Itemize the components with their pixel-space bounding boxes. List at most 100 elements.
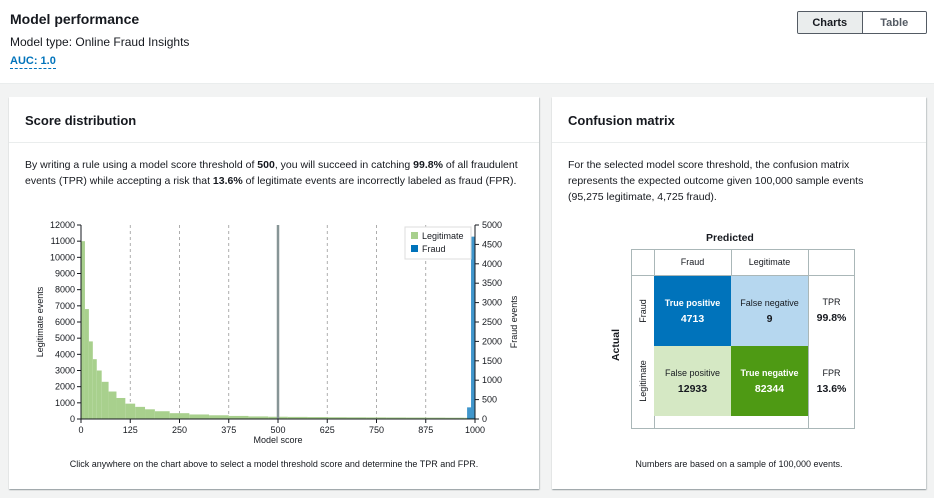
card-title: Score distribution xyxy=(25,113,137,128)
cell-label: False negative xyxy=(740,297,799,308)
legitimate-bar xyxy=(169,413,190,419)
desc-text: By writing a rule using a model score th… xyxy=(25,159,258,171)
legitimate-bar xyxy=(189,414,210,419)
y-axis-label: Legitimate events xyxy=(35,286,45,357)
table-tab[interactable]: Table xyxy=(862,12,926,33)
legitimate-bar xyxy=(92,359,97,419)
y2-tick-label: 4500 xyxy=(482,239,502,249)
true-positive-cell: True positive 4713 xyxy=(654,276,731,346)
card-title: Confusion matrix xyxy=(568,113,675,128)
tpr-label: TPR xyxy=(822,297,841,307)
y-tick-label: 2000 xyxy=(55,382,75,392)
charts-tab[interactable]: Charts xyxy=(798,12,863,33)
legitimate-bar xyxy=(425,417,446,419)
matrix-footnote: Numbers are based on a sample of 100,000… xyxy=(635,459,843,469)
y-tick-label: 12000 xyxy=(50,220,75,230)
y-tick-label: 6000 xyxy=(55,317,75,327)
true-negative-cell: True negative 82344 xyxy=(731,346,808,416)
card-header: Score distribution xyxy=(9,97,539,143)
chart-footnote: Click anywhere on the chart above to sel… xyxy=(69,459,479,469)
legitimate-bar xyxy=(88,341,93,419)
score-description: By writing a rule using a model score th… xyxy=(25,157,525,189)
model-type: Model type: Online Fraud Insights xyxy=(10,35,190,49)
legitimate-bar xyxy=(108,391,117,419)
y2-axis-label: Fraud events xyxy=(509,295,519,348)
x-axis-label: Model score xyxy=(253,435,302,445)
x-tick-label: 1000 xyxy=(465,425,485,435)
fraud-bar xyxy=(471,236,476,419)
y2-tick-label: 3000 xyxy=(482,298,502,308)
y2-tick-label: 500 xyxy=(482,395,497,405)
x-tick-label: 500 xyxy=(270,425,285,435)
x-tick-label: 750 xyxy=(369,425,384,435)
legitimate-bar xyxy=(101,381,109,419)
matrix-description: For the selected model score threshold, … xyxy=(568,159,864,203)
y-tick-label: 3000 xyxy=(55,366,75,376)
legitimate-bar xyxy=(406,417,426,419)
y2-tick-label: 0 xyxy=(482,414,487,424)
y2-tick-label: 4000 xyxy=(482,259,502,269)
legend-label: Legitimate xyxy=(422,231,464,241)
y-tick-label: 5000 xyxy=(55,333,75,343)
col-header-legitimate: Legitimate xyxy=(748,257,791,267)
threshold-value: 500 xyxy=(257,159,275,171)
row-header-fraud: Fraud xyxy=(638,299,648,323)
legitimate-bar xyxy=(248,416,269,419)
x-tick-label: 875 xyxy=(418,425,433,435)
x-tick-label: 125 xyxy=(123,425,138,435)
y-tick-label: 1000 xyxy=(55,398,75,408)
legend-swatch xyxy=(411,232,418,239)
legitimate-bar xyxy=(154,411,170,419)
legitimate-bar xyxy=(116,397,126,419)
y-tick-label: 0 xyxy=(70,414,75,424)
confusion-matrix-card: Confusion matrix For the selected model … xyxy=(552,97,926,489)
legitimate-bar xyxy=(228,415,249,419)
legitimate-bar xyxy=(386,417,407,419)
desc-text: of legitimate events are incorrectly lab… xyxy=(242,175,517,187)
view-toggle: Charts Table xyxy=(797,11,927,34)
legitimate-bar xyxy=(346,417,367,419)
legend-swatch xyxy=(411,245,418,252)
cell-label: False positive xyxy=(664,367,721,378)
y2-tick-label: 2000 xyxy=(482,336,502,346)
y2-tick-label: 1500 xyxy=(482,356,502,366)
fraud-bar xyxy=(467,407,472,419)
cell-value: 9 xyxy=(766,312,773,325)
y2-tick-label: 1000 xyxy=(482,375,502,385)
fpr-value: 13.6% xyxy=(816,383,847,395)
y-tick-label: 11000 xyxy=(51,236,75,246)
x-tick-label: 625 xyxy=(320,425,335,435)
x-tick-label: 375 xyxy=(221,425,236,435)
col-header-fraud: Fraud xyxy=(680,257,705,267)
y-tick-label: 9000 xyxy=(55,269,75,279)
legitimate-bar xyxy=(209,415,229,419)
y2-tick-label: 5000 xyxy=(482,220,502,230)
row-header-legitimate: Legitimate xyxy=(638,360,648,402)
x-tick-label: 250 xyxy=(172,425,187,435)
divider xyxy=(808,249,809,429)
cell-label: True positive xyxy=(664,297,721,308)
cell-value: 4713 xyxy=(680,312,705,325)
y2-tick-label: 2500 xyxy=(482,317,502,327)
divider xyxy=(731,249,732,275)
score-distribution-card: Score distribution By writing a rule usi… xyxy=(9,97,539,489)
legitimate-bar xyxy=(96,370,102,419)
y-tick-label: 7000 xyxy=(55,301,75,311)
legitimate-bar xyxy=(307,417,328,419)
legitimate-bar xyxy=(135,406,146,419)
legitimate-bar xyxy=(81,241,85,419)
cell-value: 12933 xyxy=(677,382,708,395)
legitimate-bar xyxy=(287,416,308,419)
y-tick-label: 4000 xyxy=(55,349,75,359)
tpr-value: 99.8% xyxy=(816,312,847,324)
auc-link[interactable]: AUC: 1.0 xyxy=(10,55,56,69)
desc-text: of all fraudulent events (TPR) while acc… xyxy=(25,159,518,187)
score-distribution-chart[interactable]: 0100020003000400050006000700080009000100… xyxy=(9,219,539,449)
desc-text: , you will succeed in catching xyxy=(274,159,414,171)
divider xyxy=(631,275,855,276)
tpr-value: 99.8% xyxy=(413,159,443,171)
x-tick-label: 0 xyxy=(78,425,83,435)
legitimate-bar xyxy=(445,417,465,419)
legitimate-bar xyxy=(366,417,387,419)
page-title: Model performance xyxy=(10,11,140,27)
